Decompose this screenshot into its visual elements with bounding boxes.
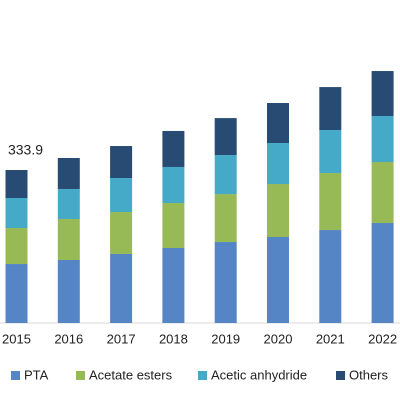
data-label: 333.9 <box>8 142 43 158</box>
legend-marker <box>198 371 207 380</box>
legend-label: Others <box>349 367 389 382</box>
bar-segment <box>110 146 133 179</box>
bar-segment <box>57 218 80 260</box>
bar-segment <box>57 158 80 189</box>
bar-segment <box>162 166 185 203</box>
bar-segment <box>162 247 185 323</box>
bar-segment <box>371 223 394 323</box>
legend-marker <box>336 371 345 380</box>
bar-segment <box>214 118 237 156</box>
bar-segment <box>371 71 394 117</box>
bar-segment <box>319 130 342 174</box>
bar-segment <box>319 230 342 323</box>
bar-segment <box>5 228 28 265</box>
x-tick-label: 2017 <box>107 331 136 346</box>
bar-segment <box>371 116 394 163</box>
bar-segment <box>267 184 289 237</box>
bar-segment <box>5 198 28 229</box>
bar-segment <box>110 178 133 213</box>
bar-segment <box>110 253 133 323</box>
x-tick-label: 2020 <box>264 331 293 346</box>
legend-marker <box>76 371 85 380</box>
bar-segment <box>162 202 185 248</box>
legend-marker <box>11 371 20 380</box>
x-tick-label: 2016 <box>54 331 83 346</box>
bar-segment <box>214 242 237 323</box>
bar-segment <box>319 87 342 131</box>
legend-label: Acetate esters <box>89 367 173 382</box>
bar-segment <box>319 173 342 231</box>
bar-segment <box>267 143 289 185</box>
x-tick-label: 2021 <box>316 331 345 346</box>
x-tick-label: 2015 <box>2 331 31 346</box>
legend-label: Acetic anhydride <box>211 367 307 382</box>
bar-segment <box>371 162 394 224</box>
bar-segment <box>267 236 289 323</box>
bar-segment <box>57 259 80 323</box>
bar-segment <box>267 103 289 144</box>
bar-segment <box>110 212 133 254</box>
bar-segment <box>5 264 28 323</box>
legend-label: PTA <box>24 367 49 382</box>
x-tick-label: 2018 <box>159 331 188 346</box>
bar-segment <box>214 194 237 243</box>
bar-segment <box>57 188 80 219</box>
bar-segment <box>214 155 237 195</box>
bar-segment <box>162 130 185 167</box>
x-tick-label: 2019 <box>211 331 240 346</box>
bar-segment <box>5 170 28 199</box>
x-tick-label: 2022 <box>368 331 397 346</box>
